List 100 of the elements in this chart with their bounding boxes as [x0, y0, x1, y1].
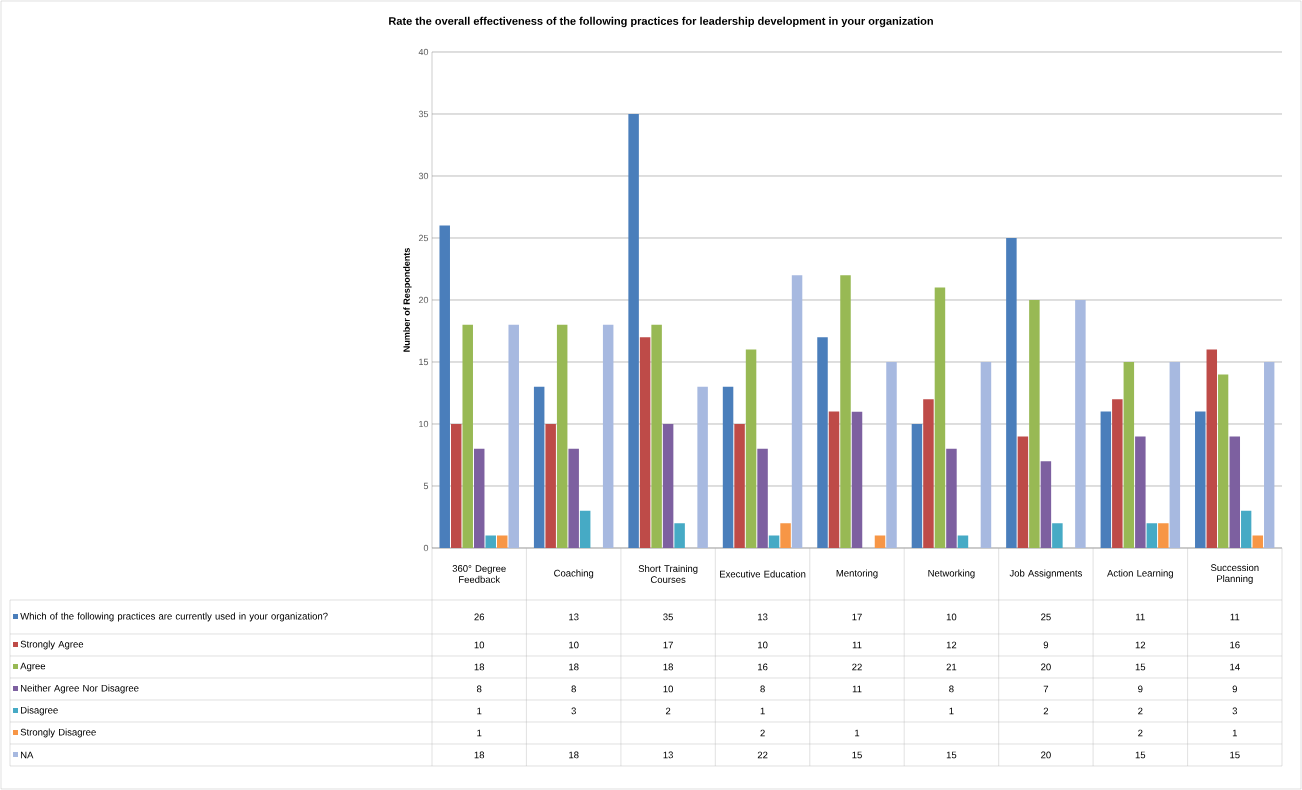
bar	[545, 423, 556, 548]
data-label: 12	[1135, 641, 1146, 649]
bar	[934, 287, 946, 548]
y-tick-label: 35	[418, 110, 429, 118]
data-label: 2	[1043, 707, 1049, 715]
data-label: 11	[1136, 613, 1145, 621]
data-label: 1	[477, 729, 482, 737]
data-label: 8	[571, 685, 576, 693]
legend-label: NA	[21, 751, 34, 759]
bar	[768, 535, 780, 548]
bar	[651, 324, 662, 548]
data-label: 8	[760, 685, 765, 693]
data-label: 2	[665, 707, 671, 715]
bar	[780, 523, 791, 548]
bar	[1169, 361, 1181, 548]
bar	[1135, 436, 1146, 548]
x-tick-label: Mentoring	[836, 569, 878, 579]
bar	[1206, 349, 1218, 548]
bar	[828, 411, 840, 548]
bar	[697, 386, 708, 548]
legend-label: Disagree	[21, 706, 58, 716]
data-label: 12	[946, 641, 957, 649]
bar	[874, 535, 886, 548]
bar	[1112, 399, 1123, 548]
bar	[1006, 237, 1017, 548]
x-tick-label: Short Training Courses	[638, 565, 698, 583]
bar	[602, 324, 614, 548]
data-label: 18	[474, 751, 485, 759]
bar	[450, 423, 462, 548]
data-label: 20	[1041, 663, 1051, 671]
bar	[1123, 361, 1135, 548]
data-label: 10	[474, 641, 485, 649]
data-label: 10	[758, 641, 768, 649]
data-label: 15	[1135, 663, 1146, 671]
bar	[662, 423, 674, 548]
legend-label: Strongly Agree	[20, 640, 84, 650]
bar	[439, 225, 450, 548]
y-tick-label: 25	[418, 234, 429, 242]
data-label: 16	[758, 663, 768, 671]
legend-label: Strongly Disagree	[20, 728, 96, 738]
bar	[579, 510, 591, 548]
bar	[628, 113, 639, 548]
data-label: 15	[946, 751, 957, 759]
bar	[1040, 461, 1052, 548]
legend-label: Neither Agree Nor Disagree	[21, 684, 139, 694]
x-tick-label: Coaching	[554, 569, 594, 579]
data-label: 22	[852, 663, 862, 671]
data-label: 13	[569, 613, 579, 621]
data-label: 15	[1230, 751, 1240, 759]
bar	[757, 448, 768, 548]
data-label: 9	[1232, 685, 1237, 693]
bar	[1264, 361, 1275, 548]
bar	[946, 448, 957, 548]
bar	[957, 535, 969, 548]
y-tick-label: 20	[418, 296, 429, 304]
data-label: 14	[1230, 663, 1240, 671]
bar	[923, 399, 934, 548]
bar	[533, 386, 545, 548]
bar	[1241, 510, 1252, 548]
data-label: 11	[1230, 613, 1240, 621]
bar	[1100, 411, 1112, 548]
data-label: 17	[852, 613, 862, 621]
y-tick-label: 0	[423, 544, 429, 552]
x-tick-label: 360° Degree Feedback	[452, 565, 506, 583]
data-label: 2	[1138, 729, 1143, 737]
bar	[473, 448, 485, 548]
bar	[817, 337, 828, 548]
bar	[674, 523, 685, 548]
data-label: 8	[949, 685, 954, 693]
data-label: 18	[569, 663, 579, 671]
data-label: 26	[474, 613, 485, 621]
data-label: 9	[1138, 685, 1143, 693]
bar	[911, 423, 923, 548]
data-label: 17	[663, 641, 673, 649]
bar	[1229, 436, 1241, 548]
data-label: 1	[477, 707, 482, 715]
bar	[1017, 436, 1029, 548]
data-label: 8	[476, 685, 482, 693]
data-label: 2	[1138, 707, 1143, 715]
data-label: 13	[758, 613, 768, 621]
y-tick-label: 10	[419, 420, 429, 428]
bar	[722, 386, 734, 548]
bar	[639, 337, 651, 548]
data-label: 11	[852, 685, 862, 693]
bar	[1075, 299, 1086, 548]
x-tick-label: Networking	[928, 569, 975, 579]
data-label: 18	[474, 663, 485, 671]
x-tick-label: Succession Planning	[1210, 564, 1259, 584]
data-label: 3	[571, 707, 576, 715]
data-label: 1	[1232, 729, 1237, 737]
bar	[485, 535, 496, 548]
bar	[734, 423, 745, 548]
y-tick-label: 15	[419, 358, 429, 366]
legend-label: Which of the following practices are currently used in your organization?	[20, 612, 328, 622]
legend-label: Agree	[20, 662, 46, 672]
data-label: 2	[760, 729, 765, 737]
y-tick-label: 5	[423, 482, 429, 490]
bar	[496, 535, 508, 548]
bar	[568, 448, 579, 548]
bar	[745, 349, 757, 548]
